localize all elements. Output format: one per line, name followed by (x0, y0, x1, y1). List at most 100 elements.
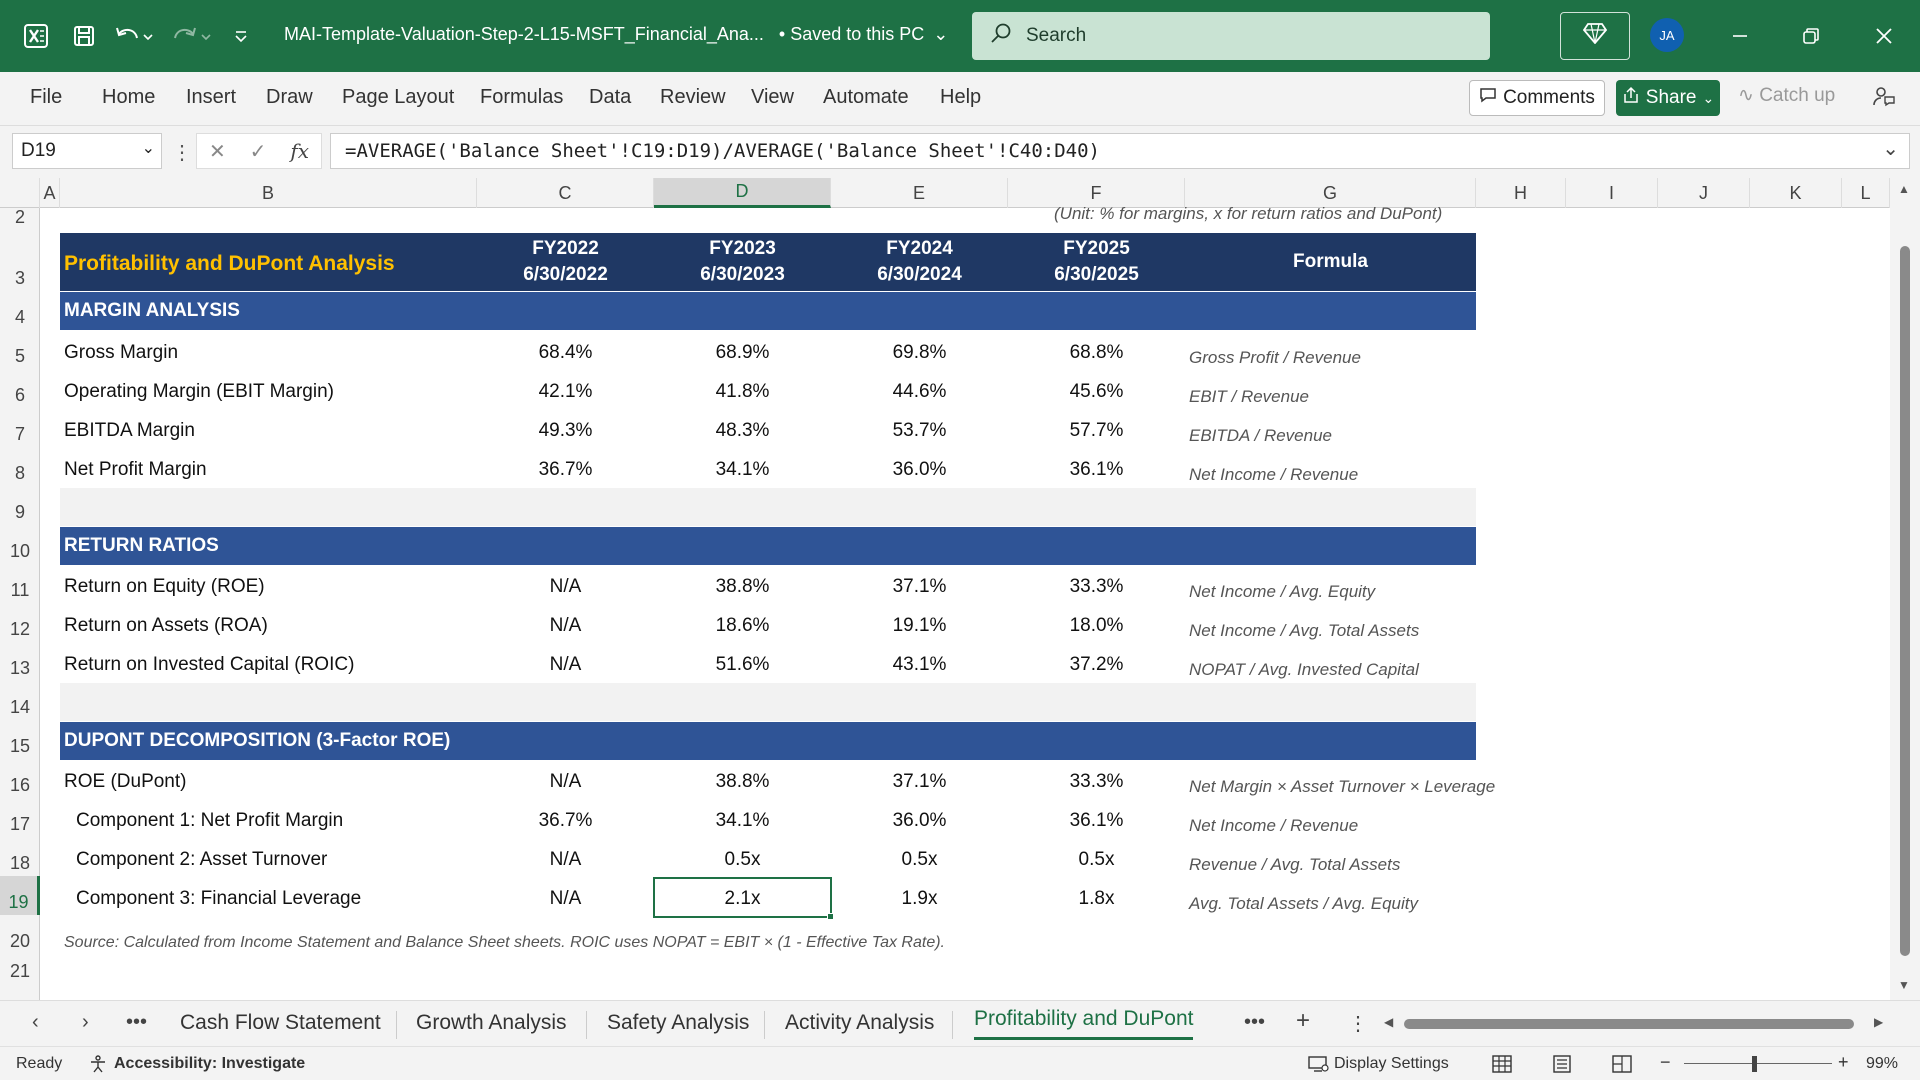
avatar[interactable]: JA (1650, 18, 1684, 52)
row-header[interactable]: 3 (14, 268, 25, 288)
formula-desc[interactable]: Gross Profit / Revenue (1189, 348, 1361, 367)
row-label[interactable]: EBITDA Margin (64, 420, 195, 441)
row-label[interactable]: Operating Margin (EBIT Margin) (64, 381, 334, 402)
cancel-icon[interactable]: ✕ (208, 140, 226, 163)
name-box[interactable]: D19 ⌄ (12, 133, 162, 169)
row-header[interactable]: 13 (9, 658, 31, 678)
row-label[interactable]: Net Profit Margin (64, 459, 207, 480)
value-cell[interactable]: 36.0% (892, 459, 947, 480)
formula-desc[interactable]: NOPAT / Avg. Invested Capital (1189, 660, 1419, 679)
accessibility-icon[interactable] (88, 1055, 108, 1078)
formula-desc[interactable]: Net Income / Revenue (1189, 465, 1359, 484)
catch-up-button[interactable]: ∿ Catch up (1738, 84, 1835, 107)
worksheet-grid[interactable]: A B C D E F G H I J K L 2 3 4 5 6 7 8 9 … (0, 178, 1920, 1000)
row-header[interactable]: 10 (9, 541, 31, 561)
value-cell[interactable]: N/A (549, 615, 582, 636)
tab-activity-analysis[interactable]: Activity Analysis (785, 1011, 935, 1034)
value-cell[interactable]: 49.3% (538, 420, 593, 441)
value-cell[interactable]: 33.3% (1069, 576, 1124, 597)
value-cell[interactable]: 38.8% (715, 771, 770, 792)
menu-insert[interactable]: Insert (186, 86, 237, 108)
value-cell[interactable]: 36.7% (538, 810, 593, 831)
value-cell[interactable]: 34.1% (715, 459, 770, 480)
header-formula[interactable]: Formula (1293, 251, 1368, 272)
horizontal-scrollbar[interactable]: ◀ ▶ (1384, 1015, 1884, 1031)
insert-function-icon[interactable]: fx (290, 139, 310, 163)
value-cell[interactable]: 2.1x (724, 888, 761, 909)
report-title[interactable]: Profitability and DuPont Analysis (64, 252, 395, 275)
value-cell[interactable]: 37.1% (892, 771, 947, 792)
accessibility-status[interactable]: Accessibility: Investigate (114, 1055, 306, 1072)
add-sheet-icon[interactable]: + (1296, 1007, 1311, 1034)
premium-diamond-button[interactable] (1560, 12, 1630, 60)
row-header[interactable]: 6 (14, 385, 25, 405)
value-cell[interactable]: 36.1% (1069, 459, 1124, 480)
value-cell[interactable]: 68.8% (1069, 342, 1124, 363)
more-sheets-icon[interactable]: ••• (126, 1011, 148, 1033)
restore-icon[interactable] (1793, 18, 1829, 54)
close-icon[interactable] (1866, 18, 1902, 54)
scroll-left-icon[interactable]: ◀ (1384, 1015, 1394, 1029)
formula-input[interactable]: =AVERAGE('Balance Sheet'!C19:D19)/AVERAG… (330, 133, 1910, 169)
scroll-down-icon[interactable]: ▼ (1898, 978, 1910, 992)
zoom-slider-thumb[interactable] (1752, 1056, 1757, 1072)
value-cell[interactable]: 18.0% (1069, 615, 1124, 636)
row-header[interactable]: 2 (14, 207, 25, 227)
selected-cell-d19[interactable] (653, 877, 832, 918)
menu-data[interactable]: Data (589, 86, 632, 108)
row-header[interactable]: 19 (0, 876, 40, 915)
menu-file[interactable]: File (30, 86, 63, 108)
column-header-f[interactable]: F (1008, 178, 1185, 208)
chevron-down-icon[interactable]: ⌄ (141, 140, 155, 157)
row-label[interactable]: Component 3: Financial Leverage (76, 888, 362, 909)
value-cell[interactable]: 68.9% (715, 342, 770, 363)
column-header-k[interactable]: K (1750, 178, 1842, 208)
value-cell[interactable]: 38.8% (715, 576, 770, 597)
column-header-i[interactable]: I (1566, 178, 1658, 208)
tab-profitability-and-dupont[interactable]: Profitability and DuPont (974, 1007, 1194, 1040)
value-cell[interactable]: 45.6% (1069, 381, 1124, 402)
value-cell[interactable]: 68.4% (538, 342, 593, 363)
menu-review[interactable]: Review (660, 86, 726, 108)
value-cell[interactable]: 37.1% (892, 576, 947, 597)
value-cell[interactable]: 36.7% (538, 459, 593, 480)
value-cell[interactable]: 48.3% (715, 420, 770, 441)
zoom-level[interactable]: 99% (1866, 1055, 1899, 1072)
value-cell[interactable]: 69.8% (892, 342, 947, 363)
row-header[interactable]: 8 (14, 463, 25, 483)
value-cell[interactable]: 1.9x (901, 888, 938, 909)
page-break-view-icon[interactable] (1612, 1055, 1632, 1078)
row-header[interactable]: 4 (14, 307, 25, 327)
scrollbar-thumb[interactable] (1404, 1019, 1854, 1029)
column-header-b[interactable]: B (60, 178, 477, 208)
row-header[interactable]: 21 (9, 961, 31, 981)
row-label[interactable]: ROE (DuPont) (64, 771, 187, 792)
section-return-ratios[interactable]: RETURN RATIOS (60, 527, 1476, 565)
tab-growth-analysis[interactable]: Growth Analysis (416, 1011, 567, 1034)
formula-desc[interactable]: Net Income / Revenue (1189, 816, 1359, 835)
value-cell[interactable]: 18.6% (715, 615, 770, 636)
value-cell[interactable]: 53.7% (892, 420, 947, 441)
row-header[interactable]: 5 (14, 346, 25, 366)
formula-desc[interactable]: Net Income / Avg. Equity (1189, 582, 1376, 601)
all-sheets-icon[interactable]: ••• (1244, 1011, 1266, 1033)
value-cell[interactable]: N/A (549, 771, 582, 792)
value-cell[interactable]: 41.8% (715, 381, 770, 402)
prev-sheet-icon[interactable]: ‹ (32, 1011, 39, 1033)
zoom-in-icon[interactable]: + (1838, 1052, 1849, 1072)
column-header-e[interactable]: E (831, 178, 1008, 208)
spacer-row[interactable] (60, 488, 1476, 526)
next-sheet-icon[interactable]: › (82, 1011, 89, 1033)
column-header-a[interactable]: A (40, 178, 60, 208)
unit-note[interactable]: (Unit: % for margins, x for return ratio… (1054, 204, 1443, 223)
value-cell[interactable]: 0.5x (724, 849, 761, 870)
section-margin-analysis[interactable]: MARGIN ANALYSIS (60, 292, 1476, 330)
share-button[interactable]: Share ⌄ (1616, 80, 1720, 116)
row-label[interactable]: Component 2: Asset Turnover (76, 849, 328, 870)
customize-toolbar-icon[interactable] (228, 18, 254, 54)
scroll-right-icon[interactable]: ▶ (1874, 1015, 1884, 1029)
row-header[interactable]: 11 (10, 580, 30, 600)
row-label[interactable]: Return on Assets (ROA) (64, 615, 268, 636)
formula-desc[interactable]: EBITDA / Revenue (1189, 426, 1332, 445)
menu-formulas[interactable]: Formulas (480, 86, 564, 108)
